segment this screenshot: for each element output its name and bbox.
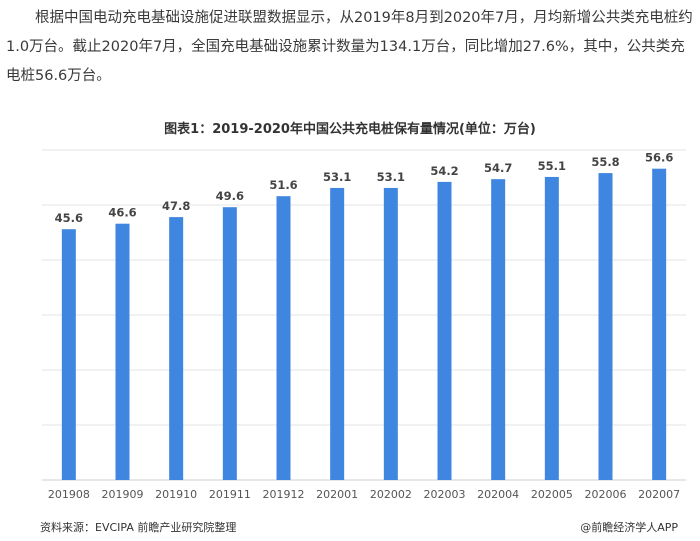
x-tick-202006: 202006 — [585, 488, 627, 501]
chart-title: 图表1：2019-2020年中国公共充电桩保有量情况(单位：万台) — [164, 122, 536, 137]
data-label-201910: 47.8 — [162, 199, 190, 213]
data-label-202006: 55.8 — [591, 155, 619, 169]
bar-202004 — [491, 179, 506, 480]
data-label-202007: 56.6 — [645, 151, 673, 165]
x-tick-201909: 201909 — [102, 488, 144, 501]
data-label-201909: 46.6 — [108, 206, 136, 220]
x-tick-202007: 202007 — [638, 488, 680, 501]
data-label-202001: 53.1 — [323, 170, 351, 184]
article-paragraph: 根据中国电动充电基础设施促进联盟数据显示，从2019年8月到2020年7月，月均… — [6, 10, 693, 84]
data-label-202002: 53.1 — [377, 170, 405, 184]
x-tick-202003: 202003 — [424, 488, 466, 501]
data-labels: 45.6 46.6 47.8 49.6 51.6 53.1 53.1 54.2 54.7 55.1… — [55, 151, 674, 226]
x-tick-202001: 202001 — [316, 488, 358, 501]
x-tick-202004: 202004 — [477, 488, 519, 501]
data-label-202003: 54.2 — [430, 164, 458, 178]
x-tick-201912: 201912 — [263, 488, 305, 501]
source-note: 资料来源：EVCIPA 前瞻产业研究院整理 — [40, 521, 237, 534]
data-label-201912: 51.6 — [269, 178, 297, 192]
bar-202007 — [652, 168, 667, 480]
bar-202002 — [383, 187, 398, 480]
x-tick-201911: 201911 — [209, 488, 251, 501]
bar-202005 — [544, 176, 559, 480]
x-tick-202005: 202005 — [531, 488, 573, 501]
data-label-202005: 55.1 — [538, 159, 566, 173]
x-tick-201908: 201908 — [48, 488, 90, 501]
x-tick-202002: 202002 — [370, 488, 412, 501]
x-tick-201910: 201910 — [155, 488, 197, 501]
x-axis-ticks: 201908 201909 201910 201911 201912 202001 2020… — [48, 488, 680, 501]
data-label-202004: 54.7 — [484, 161, 512, 175]
bar-201911 — [222, 207, 237, 480]
bar-201908 — [61, 229, 76, 480]
data-label-201908: 45.6 — [55, 211, 83, 225]
bar-201909 — [115, 223, 130, 480]
bar-202003 — [437, 181, 452, 480]
bar-201912 — [276, 196, 291, 480]
brand-credit: @前瞻经济学人APP — [580, 521, 678, 534]
bars — [61, 168, 667, 480]
bar-202006 — [598, 173, 613, 480]
data-label-201911: 49.6 — [216, 189, 244, 203]
bar-202001 — [330, 187, 345, 480]
gridlines — [42, 149, 686, 481]
bar-201910 — [169, 217, 184, 480]
